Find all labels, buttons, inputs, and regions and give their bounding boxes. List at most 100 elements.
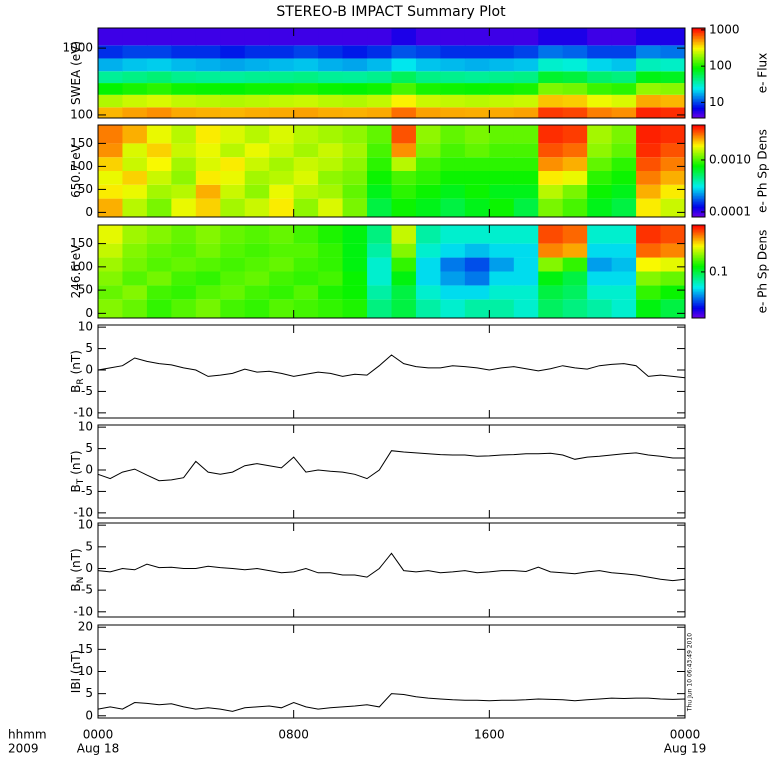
heatmap-cell: [146, 198, 172, 217]
heatmap-cell: [293, 125, 319, 144]
heatmap-cell: [489, 243, 515, 258]
heatmap-cell: [489, 285, 515, 300]
heatmap-cell: [122, 28, 148, 46]
y-axis-label-main: 246.6 eV: [69, 244, 83, 299]
heatmap-cell: [636, 171, 662, 185]
heatmap-cell: [367, 58, 392, 72]
heatmap-cell: [562, 45, 588, 59]
colorbar-swatch: [692, 249, 705, 252]
heatmap-cell: [146, 225, 172, 244]
heatmap-cell: [367, 271, 392, 286]
heatmap-cell: [636, 157, 662, 171]
colorbar-swatch: [692, 242, 705, 245]
colorbar-swatch: [692, 204, 705, 207]
colorbar-swatch: [692, 70, 705, 72]
heatmap-cell: [660, 184, 686, 199]
heatmap-cell: [587, 143, 613, 158]
heatmap-cell: [269, 285, 295, 300]
heatmap-cell: [660, 171, 686, 185]
heatmap-cell: [611, 271, 637, 286]
colorbar-swatch: [692, 171, 705, 174]
y-tick-label: -10: [73, 405, 93, 419]
heatmap-cell: [587, 243, 613, 258]
heatmap-cell: [391, 45, 417, 59]
y-tick-label: 5: [85, 686, 93, 700]
heatmap-cell: [171, 257, 197, 272]
heatmap-cell: [513, 45, 539, 59]
colorbar-swatch: [692, 296, 705, 299]
heatmap-cell: [636, 198, 662, 217]
heatmap-cell: [98, 58, 123, 72]
heatmap-cell: [440, 243, 466, 258]
heatmap-cell: [98, 257, 123, 272]
heatmap-cell: [293, 171, 319, 185]
heatmap-cell: [489, 299, 515, 318]
heatmap-cell: [367, 107, 392, 118]
heatmap-cell: [513, 28, 539, 46]
heatmap-cell: [611, 71, 637, 84]
y-axis-label-main: 650.7 eV: [69, 143, 83, 198]
y-tick-label: -5: [81, 583, 93, 597]
heatmap-cell: [464, 225, 490, 244]
heatmap-cell: [269, 198, 295, 217]
heatmap-cell: [562, 243, 588, 258]
heatmap-cell: [611, 143, 637, 158]
heatmap-cell: [587, 198, 613, 217]
heatmap-cell: [171, 285, 197, 300]
heatmap-cell: [171, 143, 197, 158]
heatmap-cell: [513, 285, 539, 300]
heatmap-cell: [538, 299, 564, 318]
heatmap-cell: [464, 285, 490, 300]
heatmap-cell: [391, 225, 417, 244]
heatmap-cell: [171, 58, 197, 72]
colorbar-swatch: [692, 64, 705, 66]
y-axis-label: BN (nT): [69, 548, 86, 591]
colorbar-swatch: [692, 68, 705, 71]
heatmap-cell: [489, 45, 515, 59]
heatmap-cell: [464, 271, 490, 286]
heatmap-cell: [220, 28, 246, 46]
colorbar-swatch: [692, 62, 705, 65]
heatmap-cell: [318, 125, 344, 144]
colorbar-swatch: [692, 143, 705, 146]
colorbar-swatch: [692, 138, 705, 141]
colorbar-frame: [691, 27, 706, 119]
heatmap-cell: [587, 94, 613, 108]
heatmap-cell: [171, 94, 197, 108]
heatmap-cell: [538, 184, 564, 199]
colorbar-swatch: [692, 260, 705, 263]
heatmap-cell: [293, 225, 319, 244]
heatmap-cell: [660, 257, 686, 272]
heatmap-cell: [244, 243, 270, 258]
y-tick-label: 10: [78, 420, 93, 434]
heatmap-cell: [660, 225, 686, 244]
y-tick-label: 150: [70, 136, 93, 150]
heatmap-cell: [171, 83, 197, 95]
colorbar-swatch: [692, 183, 705, 186]
colorbar-frame: [691, 124, 706, 218]
heatmap-cell: [440, 83, 466, 95]
colorbar-swatch: [692, 151, 705, 154]
colorbar-swatch: [692, 101, 705, 104]
y-tick-label: 0: [85, 708, 93, 722]
heatmap-cell: [146, 94, 172, 108]
heatmap-cell: [293, 28, 319, 46]
colorbar-swatch: [692, 228, 705, 231]
colorbar-swatch: [692, 234, 705, 237]
heatmap-cell: [660, 271, 686, 286]
heatmap-cell: [318, 45, 344, 59]
colorbar-swatch: [692, 50, 705, 53]
colorbar-swatch: [692, 31, 705, 33]
colorbar-swatch: [692, 248, 705, 251]
colorbar-swatch: [692, 95, 705, 98]
heatmap-cell: [562, 184, 588, 199]
colorbar-swatch: [692, 175, 705, 178]
y-axis-label: BT (nT): [69, 450, 86, 492]
heatmap-cell: [318, 271, 344, 286]
heatmap-cell: [415, 243, 441, 258]
heatmap-cell: [611, 83, 637, 95]
colorbar-swatch: [692, 194, 705, 197]
colorbar-swatch: [692, 115, 705, 117]
heatmap-cell: [269, 143, 295, 158]
heatmap-cell: [293, 257, 319, 272]
